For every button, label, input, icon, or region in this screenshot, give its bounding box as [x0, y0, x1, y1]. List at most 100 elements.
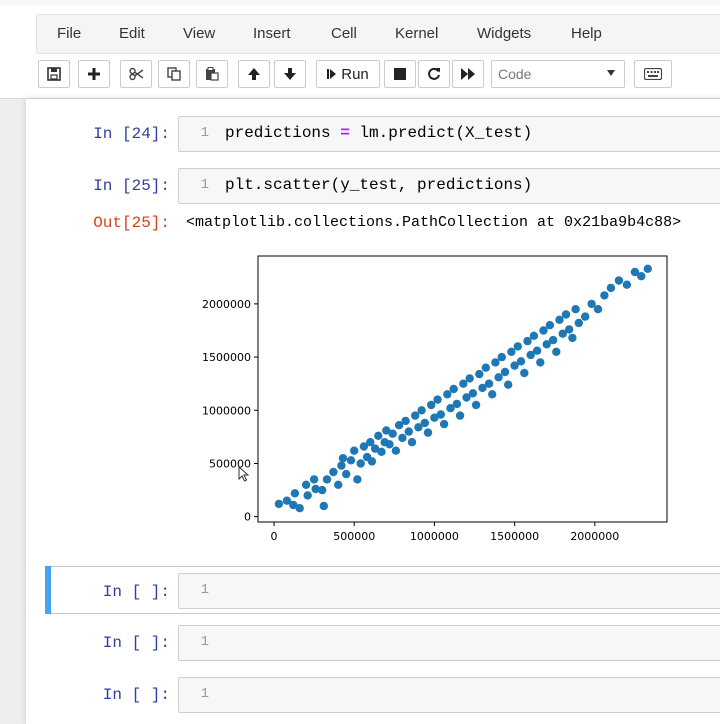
scatter-point: [290, 489, 300, 498]
scatter-point: [637, 272, 646, 281]
y-tick-label: 500000: [209, 457, 251, 470]
scatter-point: [545, 321, 555, 330]
cut-button[interactable]: [120, 60, 152, 88]
scatter-point: [329, 467, 338, 477]
scatter-point: [455, 411, 465, 420]
move-down-button[interactable]: [274, 60, 306, 88]
line-number: 1: [200, 177, 209, 193]
cell-25-out-prompt: Out[25]:: [93, 214, 170, 232]
restart-icon: [428, 67, 440, 80]
scatter-point: [377, 447, 386, 456]
scatter-point: [481, 363, 490, 372]
scatter-point: [523, 336, 532, 346]
selected-cell-indicator: [45, 566, 51, 614]
code-rhs: lm.predict(X_test): [349, 124, 533, 142]
line-number: 1: [200, 582, 209, 598]
scatter-point: [289, 500, 298, 510]
scatter-point: [478, 383, 487, 393]
menu-widgets[interactable]: Widgets: [477, 25, 532, 42]
cell-24-prompt: In [24]:: [93, 125, 170, 143]
scatter-point: [439, 419, 449, 429]
code-lhs: predictions: [225, 124, 341, 142]
scatter-point: [353, 475, 362, 484]
menu-edit[interactable]: Edit: [119, 25, 145, 42]
scatter-point: [350, 446, 359, 455]
scatter-point: [542, 340, 551, 349]
run-label: Run: [341, 65, 369, 83]
scatter-point: [342, 469, 351, 479]
copy-button[interactable]: [158, 60, 190, 88]
insert-cell-button[interactable]: [78, 60, 110, 88]
scatter-point: [593, 305, 603, 314]
interrupt-button[interactable]: [384, 60, 416, 88]
scatter-point: [414, 423, 423, 432]
scatter-point: [417, 406, 426, 415]
menu-insert[interactable]: Insert: [253, 25, 291, 42]
scatter-point: [529, 331, 539, 340]
menu-help[interactable]: Help: [571, 25, 602, 42]
run-icon: [327, 69, 337, 79]
scatter-point: [504, 380, 513, 389]
save-button[interactable]: [38, 60, 70, 88]
scatter-point: [356, 459, 365, 468]
empty-cell-3-input[interactable]: 1: [178, 677, 720, 713]
scatter-point: [520, 368, 529, 378]
scatter-point: [295, 504, 304, 513]
menu-file[interactable]: File: [57, 25, 82, 42]
scatter-point: [526, 350, 535, 360]
scatter-point: [507, 347, 516, 356]
scatter-point: [322, 475, 332, 484]
move-up-button[interactable]: [238, 60, 270, 88]
scatter-point: [565, 325, 574, 334]
cell-25-output-text: <matplotlib.collections.PathCollection a…: [186, 214, 682, 231]
scatter-point: [475, 369, 484, 379]
scatter-point: [303, 491, 312, 500]
scatter-point: [536, 358, 545, 367]
scatter-point: [411, 411, 420, 420]
cell-25-code: plt.scatter(y_test, predictions): [225, 176, 533, 194]
scatter-point: [319, 501, 328, 511]
scatter-point: [430, 413, 439, 422]
scatter-point: [552, 347, 561, 356]
scatter-point: [346, 456, 356, 465]
scatter-point: [301, 480, 311, 489]
run-button[interactable]: Run: [316, 60, 380, 88]
menu-cell[interactable]: Cell: [331, 25, 357, 42]
scatter-point: [337, 461, 346, 470]
y-tick-label: 0: [244, 511, 251, 524]
y-tick-label: 1000000: [202, 404, 251, 417]
arrow-up-icon: [248, 68, 260, 80]
toolbar: Run Code: [36, 57, 720, 93]
scatter-point: [385, 440, 394, 449]
menu-kernel[interactable]: Kernel: [395, 25, 439, 42]
scatter-point: [443, 390, 452, 399]
copy-icon: [167, 67, 181, 81]
scatter-point: [488, 390, 497, 399]
chevron-down-icon: [607, 70, 615, 76]
scatter-point: [359, 442, 369, 451]
scatter-point: [468, 389, 478, 398]
scatter-point: [491, 358, 500, 367]
x-tick-label: 500000: [333, 530, 375, 543]
scatter-point: [494, 373, 503, 382]
cell-type-select[interactable]: Code: [491, 60, 625, 88]
empty-cell-3-prompt: In [ ]:: [102, 686, 170, 704]
restart-button[interactable]: [418, 60, 450, 88]
cell-25-input[interactable]: 1 plt.scatter(y_test, predictions): [178, 168, 720, 204]
empty-cell-1-input[interactable]: 1: [178, 573, 720, 609]
command-palette-button[interactable]: [634, 60, 672, 88]
scatter-point: [516, 357, 526, 366]
scatter-point: [452, 399, 462, 409]
scatter-point: [420, 418, 429, 428]
empty-cell-2-input[interactable]: 1: [178, 625, 720, 661]
x-tick-label: 0: [271, 530, 278, 543]
restart-run-all-button[interactable]: [452, 60, 484, 88]
plot-frame: [257, 255, 668, 523]
paste-button[interactable]: [196, 60, 228, 88]
menu-view[interactable]: View: [183, 25, 216, 42]
code-operator: =: [340, 124, 350, 142]
scatter-point: [282, 496, 292, 505]
cell-24-input[interactable]: 1 predictions = lm.predict(X_test): [178, 116, 720, 152]
scatter-point: [484, 379, 494, 388]
scatter-point: [401, 416, 410, 426]
